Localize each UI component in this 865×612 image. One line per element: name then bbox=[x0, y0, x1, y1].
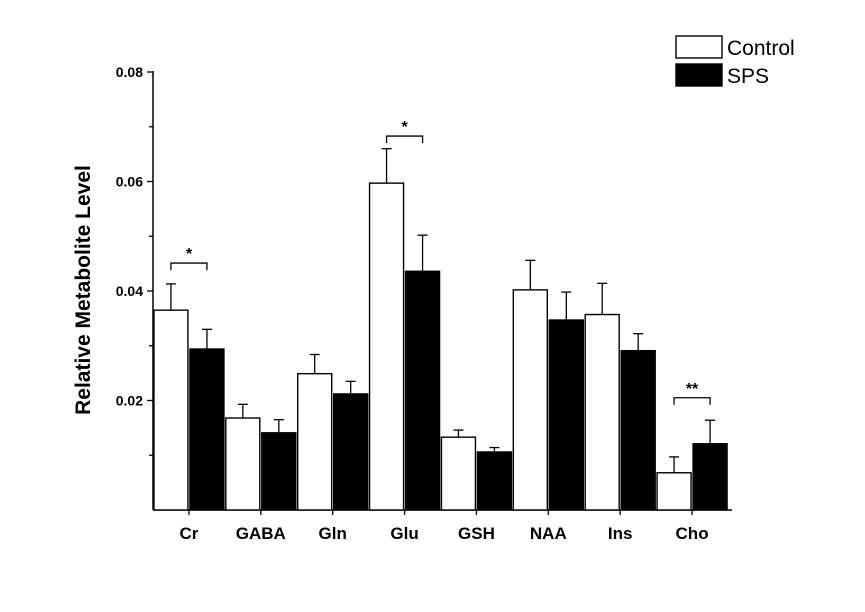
x-tick-label-Cho: Cho bbox=[676, 524, 709, 543]
significance-label-Cho: ** bbox=[686, 381, 699, 398]
y-axis-title: Relative Metabolite Level bbox=[72, 165, 95, 415]
x-tick-label-NAA: NAA bbox=[530, 524, 567, 543]
legend-swatch-control bbox=[675, 35, 723, 59]
legend-label-sps: SPS bbox=[727, 65, 769, 88]
x-tick-label-GSH: GSH bbox=[458, 524, 495, 543]
significance-label-Cr: * bbox=[186, 246, 193, 263]
x-tick-label-GABA: GABA bbox=[236, 524, 286, 543]
y-tick-label-0.08: 0.08 bbox=[116, 64, 143, 80]
bar-sps-Ins bbox=[620, 349, 656, 511]
y-tick-label-0.02: 0.02 bbox=[116, 393, 143, 409]
significance-label-Glu: * bbox=[401, 119, 408, 136]
legend: Control SPS bbox=[675, 35, 795, 88]
bar-sps-Glu bbox=[404, 270, 441, 511]
bar-control-Cho bbox=[656, 472, 692, 511]
bar-sps-GABA bbox=[261, 432, 297, 511]
bar-sps-Cr bbox=[189, 348, 225, 511]
x-tick-label-Glu: Glu bbox=[390, 524, 418, 543]
bar-sps-Cho bbox=[692, 443, 728, 511]
bar-control-Gln bbox=[296, 372, 333, 511]
bar-control-GABA bbox=[225, 417, 261, 511]
legend-label-control: Control bbox=[727, 37, 795, 60]
x-axis: Cr GABA Gln Glu GSH NAA Ins Cho bbox=[153, 509, 732, 543]
bar-control-Ins bbox=[584, 313, 620, 511]
legend-swatch-sps bbox=[675, 63, 723, 87]
y-tick-label-0.04: 0.04 bbox=[116, 283, 143, 299]
bar-control-GSH bbox=[440, 436, 477, 511]
bar-control-NAA bbox=[512, 289, 549, 511]
x-tick-label-Cr: Cr bbox=[179, 524, 198, 543]
bar-control-Cr bbox=[153, 309, 189, 511]
bar-sps-Gln bbox=[332, 393, 369, 511]
x-tick-label-Ins: Ins bbox=[608, 524, 633, 543]
significance-annotations: **** bbox=[170, 119, 711, 405]
bar-sps-GSH bbox=[476, 451, 513, 511]
x-tick-label-Gln: Gln bbox=[319, 524, 347, 543]
significance-bracket-Cho bbox=[673, 397, 711, 405]
y-tick-label-0.06: 0.06 bbox=[116, 174, 143, 190]
significance-bracket-Cr bbox=[170, 262, 208, 271]
bar-sps-NAA bbox=[548, 319, 585, 511]
y-axis: 0.02 0.04 0.06 0.08 bbox=[116, 64, 154, 510]
bars bbox=[153, 147, 728, 511]
significance-bracket-Glu bbox=[385, 135, 424, 144]
bar-control-Glu bbox=[368, 182, 405, 511]
